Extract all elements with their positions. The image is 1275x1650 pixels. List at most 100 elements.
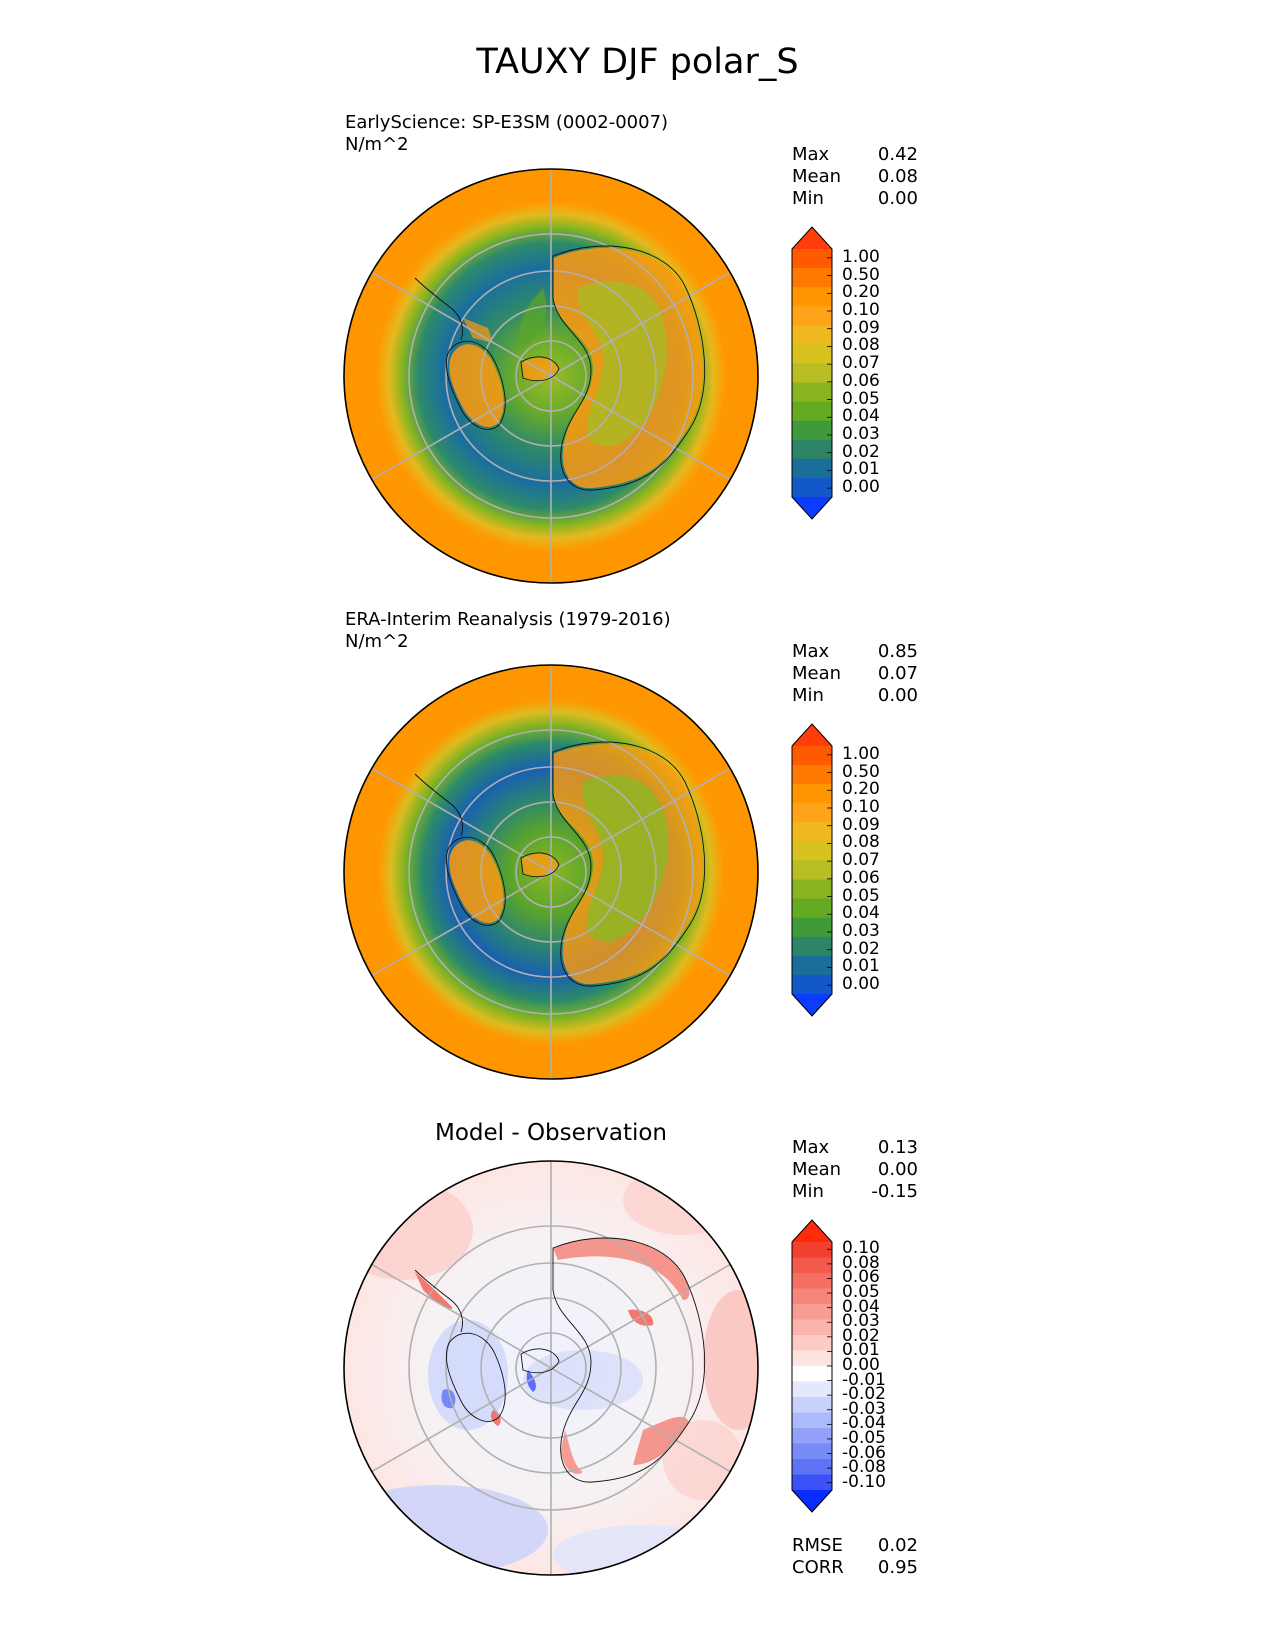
page-title: TAUXY DJF polar_S (476, 42, 799, 82)
colorbar-segment (792, 1412, 832, 1429)
panel-3-title: Model - Observation (434, 1120, 668, 1146)
colorbar-extension-max (792, 724, 832, 746)
panel-2-colorbar (791, 723, 833, 1017)
colorbar-segment (792, 1381, 832, 1398)
colorbar-tick-label: -0.08 (842, 1457, 886, 1478)
colorbar-tick-label: 0.10 (842, 797, 880, 817)
panel-3-metric-label-rmse: RMSE (792, 1535, 843, 1556)
colorbar-segment (792, 325, 832, 345)
colorbar-segment (792, 1443, 832, 1460)
panel-1-polar-map (343, 168, 759, 584)
panel-1-stat-label-min: Min (792, 188, 824, 209)
colorbar-segment (792, 306, 832, 326)
panel-1-stat-value-min: 0.00 (877, 188, 918, 209)
colorbar-tick-label: 0.00 (842, 974, 880, 995)
panel-3-stat-value-min: -0.15 (871, 1181, 918, 1202)
colorbar-segment (792, 1304, 832, 1320)
panel-2-units: N/m^2 (345, 631, 409, 652)
colorbar-tick-label: 0.10 (842, 300, 880, 320)
colorbar-tick-label: 0.03 (842, 921, 880, 941)
panel-2-title: ERA-Interim Reanalysis (1979-2016) (345, 609, 671, 630)
colorbar-outline (791, 723, 833, 1017)
colorbar-outline (791, 226, 833, 520)
colorbar-tick-label: -0.03 (842, 1398, 886, 1419)
colorbar-tick-label: 0.03 (842, 424, 880, 444)
panel-1-units: N/m^2 (345, 134, 409, 155)
colorbar-segment (792, 1273, 832, 1289)
colorbar-segment (792, 1335, 832, 1351)
colorbar-segment (792, 1428, 832, 1444)
colorbar-extension-min (792, 994, 832, 1016)
colorbar-tick-label: 0.07 (842, 353, 880, 374)
colorbar-segment (792, 955, 832, 976)
colorbar-segment (792, 363, 832, 384)
colorbar-tick-label: 0.05 (842, 1282, 880, 1303)
colorbar-extension-min (792, 1490, 832, 1512)
panel-1-stat-label-max: Max (792, 144, 830, 165)
colorbar-tick-label: 0.07 (842, 850, 880, 871)
colorbar-segment (792, 765, 832, 785)
colorbar-segment (792, 1474, 832, 1491)
colorbar-tick-label: 0.05 (842, 885, 880, 906)
colorbar-segment (792, 268, 832, 288)
colorbar-tick-label: 0.06 (842, 867, 880, 888)
colorbar-segment (792, 458, 832, 479)
panel-3-stat-label-min: Min (792, 1181, 824, 1202)
panel-2-polar-map (343, 664, 759, 1080)
colorbar-segment (792, 287, 832, 307)
colorbar-tick-label: -0.04 (842, 1413, 886, 1434)
colorbar-tick-label: 1.00 (842, 246, 880, 267)
panel-1-stat-label-mean: Mean (792, 166, 842, 187)
colorbar-segment (792, 917, 832, 938)
colorbar-segment (792, 974, 832, 995)
colorbar-tick-label: 0.01 (842, 1340, 880, 1361)
colorbar-tick-label: -0.10 (842, 1471, 886, 1492)
colorbar-segment (792, 439, 832, 460)
colorbar-tick-label: 0.08 (842, 1252, 880, 1273)
panel-3-stat-label-max: Max (792, 1137, 830, 1158)
colorbar-tick-label: 0.20 (842, 282, 880, 303)
colorbar-segment (792, 1459, 832, 1475)
colorbar-tick-label: 0.10 (842, 1238, 880, 1259)
panel-3-metric-value-corr: 0.95 (877, 1557, 918, 1578)
colorbar-segment (792, 841, 832, 861)
panel-1-stat-value-mean: 0.08 (877, 166, 918, 187)
panel-2-stat-value-max: 0.85 (877, 641, 918, 662)
colorbar-tick-label: 0.02 (842, 441, 880, 462)
panel-3-stat-label-mean: Mean (792, 1159, 842, 1180)
colorbar-tick-label: 0.02 (842, 938, 880, 959)
colorbar-segment (792, 746, 832, 766)
colorbar-segment (792, 1242, 832, 1258)
colorbar-segment (792, 477, 832, 498)
colorbar-segment (792, 401, 832, 422)
colorbar-tick-label: 0.09 (842, 317, 880, 338)
colorbar-segment (792, 822, 832, 842)
colorbar-tick-label: 0.02 (842, 1325, 880, 1346)
colorbar-tick-label: 0.50 (842, 761, 880, 782)
colorbar-tick-label: 0.08 (842, 832, 880, 853)
colorbar-tick-label: -0.01 (842, 1369, 886, 1390)
colorbar-segment (792, 249, 832, 269)
panel-2-stat-label-mean: Mean (792, 663, 842, 684)
colorbar-segment (792, 1257, 832, 1274)
colorbar-segment (792, 344, 832, 364)
colorbar-tick-label: 0.04 (842, 406, 880, 427)
colorbar-segment (792, 936, 832, 957)
colorbar-segment (792, 1350, 832, 1367)
colorbar-tick-label: 0.09 (842, 814, 880, 835)
colorbar-segment (792, 420, 832, 441)
panel-3-metric-label-corr: CORR (792, 1557, 844, 1578)
colorbar-segment (792, 860, 832, 881)
panel-3-metric-value-rmse: 0.02 (877, 1535, 918, 1556)
colorbar-tick-label: 0.04 (842, 1296, 880, 1317)
colorbar-segment (792, 803, 832, 823)
colorbar-tick-label: 0.20 (842, 779, 880, 800)
panel-2-stat-label-max: Max (792, 641, 830, 662)
panel-3-stat-value-max: 0.13 (877, 1137, 918, 1158)
colorbar-tick-label: 0.00 (842, 477, 880, 498)
panel-2-stat-label-min: Min (792, 685, 824, 706)
panel-3-stat-value-mean: 0.00 (877, 1159, 918, 1180)
colorbar-segment (792, 1366, 832, 1382)
colorbar-segment (792, 879, 832, 900)
colorbar-tick-label: 0.50 (842, 264, 880, 285)
